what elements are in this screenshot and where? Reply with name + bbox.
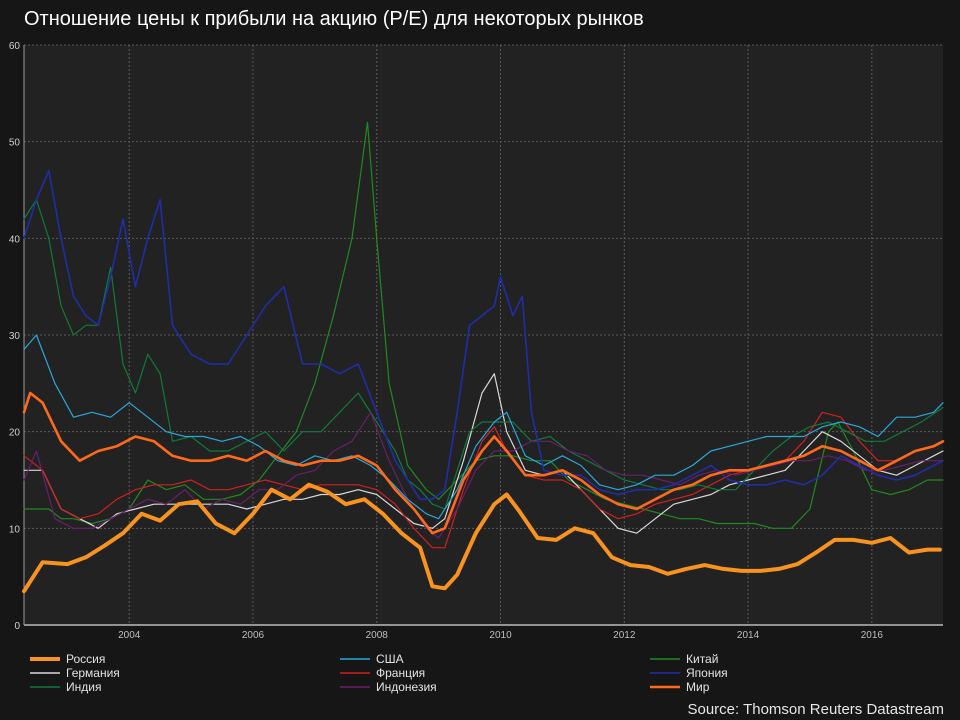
series-line-2	[23, 121, 944, 529]
legend-label: Мир	[686, 680, 710, 694]
x-tick-label: 2010	[489, 630, 512, 641]
x-tick-label: 2016	[861, 630, 884, 641]
legend-label: Россия	[66, 652, 105, 666]
source-credit: Source: Thomson Reuters Datastream	[687, 701, 944, 718]
legend-label: Китай	[686, 652, 718, 666]
legend-label: Япония	[686, 666, 728, 680]
y-tick-label: 0	[14, 621, 20, 632]
x-tick-label: 2012	[613, 630, 636, 641]
y-tick-label: 60	[9, 41, 21, 52]
legend-label: Индонезия	[376, 680, 437, 694]
series-line-4	[23, 411, 944, 549]
y-tick-label: 30	[9, 331, 21, 342]
x-tick-label: 2014	[737, 630, 760, 641]
legend-label: Германия	[66, 666, 120, 680]
x-tick-label: 2004	[118, 630, 141, 641]
series-line-0	[22, 482, 942, 594]
legend-label: Индия	[66, 680, 101, 694]
y-tick-label: 40	[9, 234, 21, 245]
series-line-5	[23, 169, 944, 501]
y-tick-label: 10	[9, 524, 21, 535]
series-line-7	[23, 411, 944, 539]
chart-title: Отношение цены к прибыли на акцию (P/E) …	[24, 8, 644, 30]
x-tick-label: 2008	[366, 630, 389, 641]
y-tick-label: 20	[9, 428, 21, 439]
x-tick-label: 2006	[242, 630, 265, 641]
y-tick-label: 50	[9, 138, 21, 149]
series-line-8	[22, 391, 945, 535]
series-line-1	[23, 334, 944, 520]
legend-label: Франция	[376, 666, 425, 680]
legend-label: США	[376, 652, 404, 666]
